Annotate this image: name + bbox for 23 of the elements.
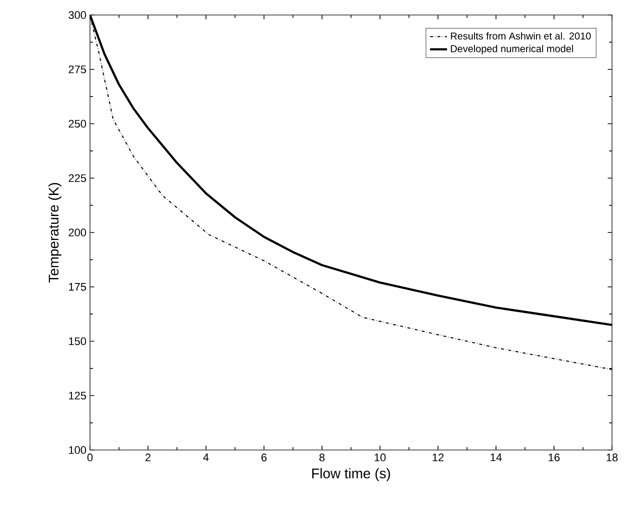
x-tick-label: 0 [87, 454, 93, 462]
y-tick-label: 175 [69, 283, 86, 291]
x-axis-title: Flow time (s) [312, 468, 390, 482]
y-tick-label: 225 [68, 174, 86, 182]
x-tick-label: 6 [262, 454, 267, 462]
x-tick-label: 18 [606, 454, 618, 462]
legend-label: Developed numerical model [450, 44, 573, 54]
x-tick-label: 10 [374, 454, 386, 462]
y-tick-label: 275 [68, 66, 86, 74]
y-tick-label: 200 [68, 228, 86, 236]
y-tick-label: 150 [69, 337, 86, 346]
x-tick-label: 16 [548, 454, 560, 462]
x-tick-label: 2 [146, 454, 150, 462]
legend-label: Results from Ashwin et al. 2010 [450, 32, 591, 40]
y-tick-label: 100 [69, 446, 86, 454]
y-tick-label: 125 [69, 392, 86, 400]
y-tick-label: 300 [68, 11, 86, 19]
y-axis-title: Temperature (K) [48, 183, 62, 283]
x-tick-label: 14 [490, 454, 502, 462]
x-tick-label: 12 [432, 454, 444, 462]
x-tick-label: 8 [319, 454, 325, 462]
x-tick-label: 4 [203, 454, 209, 462]
y-tick-label: 250 [68, 120, 86, 128]
